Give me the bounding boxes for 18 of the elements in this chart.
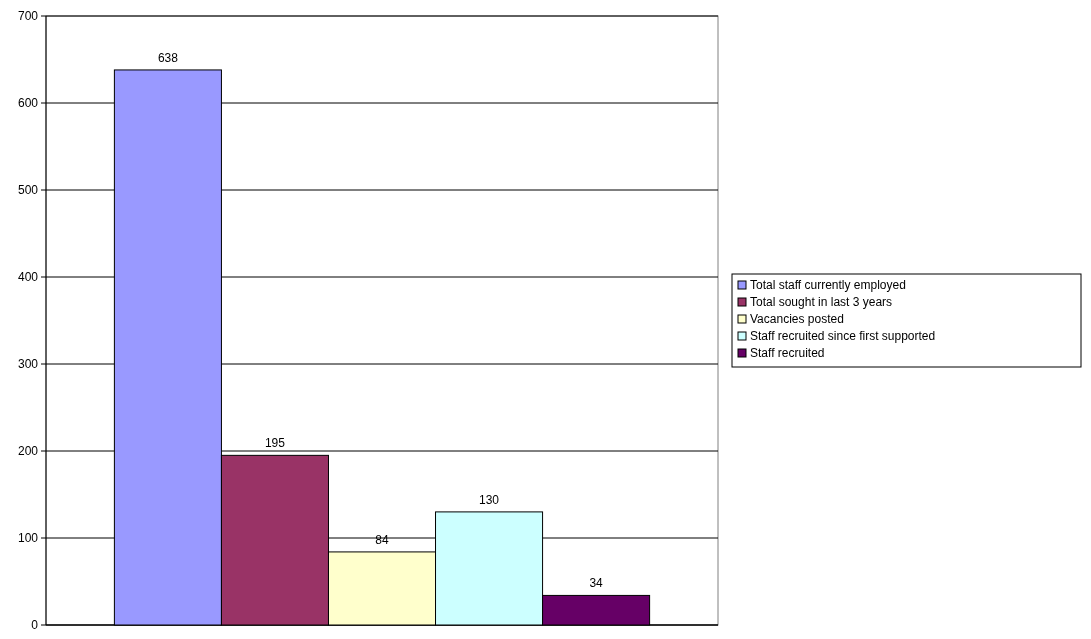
data-label: 195 [264, 436, 286, 451]
y-tick-label: 0 [31, 618, 39, 633]
data-label: 638 [157, 50, 179, 65]
data-label: 130 [479, 492, 500, 507]
data-label: 84 [375, 532, 389, 547]
y-tick-label: 100 [17, 531, 39, 546]
data-label: 34 [589, 576, 604, 591]
y-tick-label: 500 [17, 183, 39, 198]
y-tick-label: 600 [17, 96, 39, 111]
y-tick-label: 400 [17, 270, 39, 285]
legend-label: Vacancies posted [750, 312, 844, 327]
y-tick-label: 200 [17, 444, 39, 459]
y-tick-label: 700 [17, 9, 39, 24]
legend-label: Total staff currently employed [750, 278, 906, 293]
y-tick-label: 300 [17, 357, 39, 372]
legend-label: Staff recruited since first supported [750, 329, 936, 344]
legend-label: Total sought in last 3 years [750, 295, 893, 310]
legend-label: Staff recruited [750, 346, 825, 361]
